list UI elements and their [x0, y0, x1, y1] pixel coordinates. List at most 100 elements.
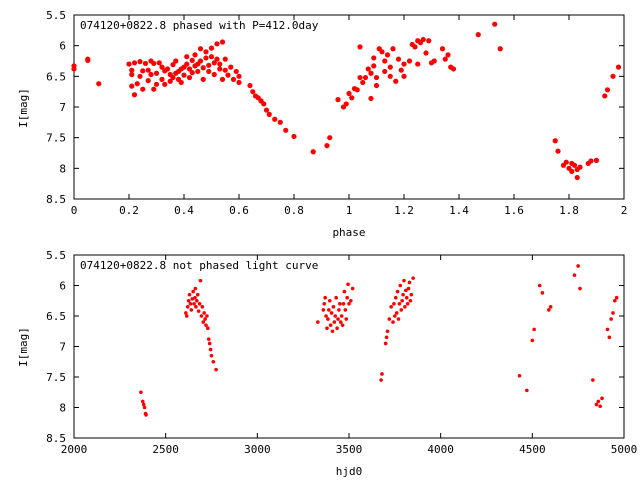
unphased-plot-data-point — [393, 314, 397, 318]
phased-plot-data-point — [219, 76, 226, 82]
unphased-plot-data-point — [325, 326, 329, 331]
phased-plot-data-point — [208, 45, 215, 51]
unphased-plot-points — [139, 264, 619, 417]
unphased-plot-data-point — [540, 291, 545, 295]
phased-plot-data-point — [368, 70, 374, 76]
phased-plot-data-point — [571, 162, 578, 168]
unphased-plot-data-point — [341, 302, 346, 306]
phased-plot-data-point — [291, 133, 297, 140]
phased-plot-data-point — [552, 138, 558, 144]
phased-plot-data-point — [206, 68, 212, 75]
phased-plot-data-point — [423, 50, 429, 56]
unphased-plot-x-tick-label: 2500 — [152, 443, 179, 456]
phased-plot-data-point — [217, 66, 223, 72]
phased-plot-data-point — [200, 76, 206, 82]
unphased-plot-data-point — [191, 289, 195, 294]
phased-plot-data-point — [604, 87, 611, 93]
phased-plot-y-tick-label: 8.5 — [46, 193, 66, 206]
phased-plot-data-point — [162, 81, 168, 87]
unphased-plot-data-point — [613, 298, 617, 303]
phased-plot-title: 074120+0822.8 phased with P=412.0day — [80, 19, 319, 32]
unphased-plot-data-point — [547, 308, 551, 312]
phased-plot-x-tick-label: 1.4 — [449, 204, 469, 217]
unphased-plot-data-point — [197, 302, 202, 306]
unphased-plot-data-point — [411, 276, 415, 280]
unphased-plot-y-tick-label: 6.5 — [46, 310, 66, 323]
phased-plot-data-point — [184, 61, 190, 67]
phased-plot-y-tick-label: 7 — [59, 101, 66, 114]
unphased-plot-data-point — [409, 292, 414, 297]
phased-plot-data-point — [263, 107, 270, 113]
phased-plot-data-point — [387, 64, 393, 70]
phased-plot-data-point — [228, 64, 234, 70]
phased-plot-data-point — [129, 71, 135, 78]
phased-plot-points — [71, 21, 622, 181]
unphased-plot-data-point — [192, 302, 196, 306]
unphased-plot-data-point — [200, 305, 205, 309]
phased-plot-data-point — [569, 168, 575, 174]
unphased-plot-data-point — [208, 347, 213, 352]
phased-plot-data-point — [387, 73, 393, 79]
unphased-plot-data-point — [572, 273, 577, 277]
unphased-plot-data-point — [206, 326, 210, 331]
unphased-plot-data-point — [387, 317, 392, 321]
phased-plot-x-tick-label: 1.6 — [504, 204, 524, 217]
phased-plot-data-point — [266, 111, 272, 117]
phased-plot-data-point — [145, 78, 151, 84]
unphased-plot-data-point — [186, 298, 191, 303]
phased-plot-x-tick-label: 0.2 — [119, 204, 139, 217]
unphased-plot-data-point — [517, 373, 522, 378]
unphased-plot-ylabel: I[mag] — [17, 327, 30, 367]
phased-plot-data-point — [555, 148, 561, 154]
unphased-plot-data-point — [391, 320, 395, 324]
phased-plot-data-point — [131, 60, 138, 66]
phased-plot-data-point — [159, 64, 165, 70]
phased-plot-data-point — [153, 81, 160, 87]
unphased-plot-data-point — [209, 353, 214, 358]
phased-plot-data-point — [230, 76, 237, 82]
phased-plot-data-point — [327, 135, 333, 141]
phased-plot-data-point — [365, 66, 371, 72]
unphased-plot-data-point — [142, 405, 147, 410]
phased-plot-data-point — [203, 49, 209, 55]
phased-plot-data-point — [357, 74, 363, 81]
phased-plot-data-point — [206, 62, 212, 68]
phased-plot-y-tick-label: 6 — [59, 40, 66, 53]
phased-plot-data-point — [250, 89, 256, 95]
phased-plot-data-point — [126, 61, 132, 67]
phased-plot-data-point — [261, 101, 267, 107]
unphased-plot-data-point — [407, 280, 412, 285]
unphased-plot-data-point — [322, 302, 327, 306]
phased-plot-data-point — [214, 41, 220, 47]
unphased-plot-data-point — [383, 341, 388, 346]
phased-plot-ticks: 0 0.2 0.4 0.6 0.8 1 1.2 1.4 1.6 1.8 2 5.5 6 6.5 7 7.5 8 8… — [46, 9, 627, 217]
phased-plot-data-point — [219, 39, 226, 45]
unphased-plot-data-point — [385, 329, 390, 334]
phased-plot-data-point — [131, 92, 138, 98]
unphased-plot-data-point — [339, 314, 344, 318]
unphased-plot-data-point — [207, 341, 212, 346]
unphased-plot-data-point — [338, 320, 343, 324]
unphased-plot-data-point — [194, 305, 198, 309]
phased-plot-data-point — [96, 81, 102, 87]
phased-plot-data-point — [186, 74, 193, 81]
phased-plot-data-point — [71, 66, 77, 72]
unphased-plot-x-tick-label: 3500 — [336, 443, 363, 456]
unphased-plot-data-point — [193, 295, 197, 300]
phased-plot-data-point — [197, 58, 204, 64]
unphased-plot-data-point — [185, 305, 190, 309]
unphased-plot-data-point — [323, 295, 327, 300]
unphased-plot-frame — [73, 254, 625, 439]
unphased-plot-data-point — [196, 309, 201, 313]
phased-plot-x-tick-label: 0.4 — [174, 204, 194, 217]
unphased-plot-panel: 2000 2500 3000 3500 4000 4500 5000 5.5 6 6.5 7 7.5 8… — [17, 249, 637, 478]
phased-plot-data-point — [137, 59, 143, 65]
unphased-plot-data-point — [329, 311, 334, 315]
phased-plot-frame — [73, 14, 625, 200]
phased-plot-data-point — [137, 73, 143, 79]
phased-plot-data-point — [426, 38, 432, 44]
phased-plot-data-point — [236, 73, 242, 79]
phased-plot-data-point — [563, 159, 569, 165]
unphased-plot-x-tick-label: 4000 — [427, 443, 454, 456]
phased-plot-x-tick-label: 1.8 — [559, 204, 579, 217]
